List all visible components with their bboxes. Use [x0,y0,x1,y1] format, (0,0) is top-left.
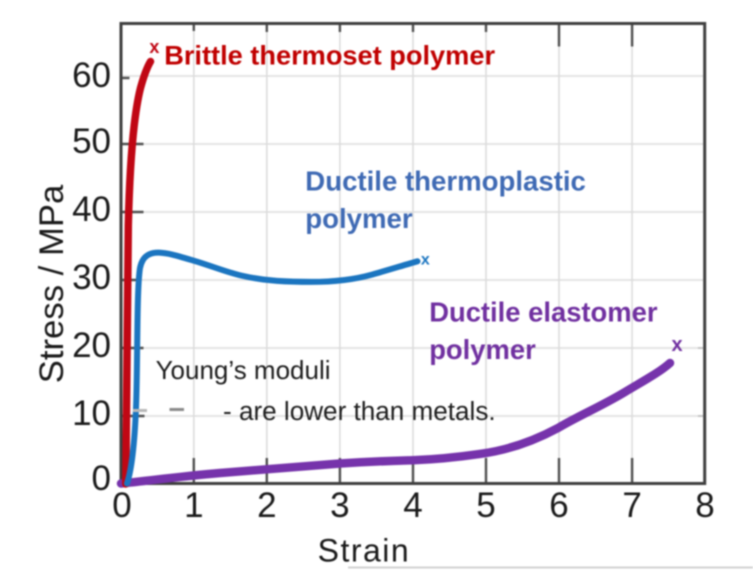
svg-text:7: 7 [622,486,641,525]
svg-text:3: 3 [330,486,349,525]
svg-text:50: 50 [72,122,111,161]
svg-text:Stress / MPa: Stress / MPa [33,184,71,383]
svg-text:polymer: polymer [305,203,413,234]
svg-text:20: 20 [72,326,111,365]
svg-text:6: 6 [549,486,568,525]
svg-text:Young’s moduli: Young’s moduli [156,355,331,385]
svg-text:0: 0 [112,486,131,525]
svg-text:Brittle thermoset polymer: Brittle thermoset polymer [164,39,495,70]
svg-text:0: 0 [92,459,111,498]
svg-text:5: 5 [476,486,495,525]
svg-text:1: 1 [184,486,203,525]
svg-text:4: 4 [403,486,422,525]
svg-text:x: x [671,334,682,356]
svg-text:Ductile thermoplastic: Ductile thermoplastic [305,166,586,197]
svg-text:2: 2 [257,486,276,525]
svg-text:Ductile elastomer: Ductile elastomer [429,297,658,328]
svg-text:10: 10 [72,394,111,433]
svg-text:40: 40 [72,190,111,229]
svg-text:8: 8 [695,486,714,525]
svg-text:Strain: Strain [318,533,411,569]
svg-text:30: 30 [72,258,111,297]
svg-text:x: x [149,37,159,57]
svg-text:x: x [421,252,430,269]
svg-text:60: 60 [72,56,111,95]
svg-text:- are lower than metals.: - are lower than metals. [223,396,496,426]
svg-text:polymer: polymer [429,334,536,365]
